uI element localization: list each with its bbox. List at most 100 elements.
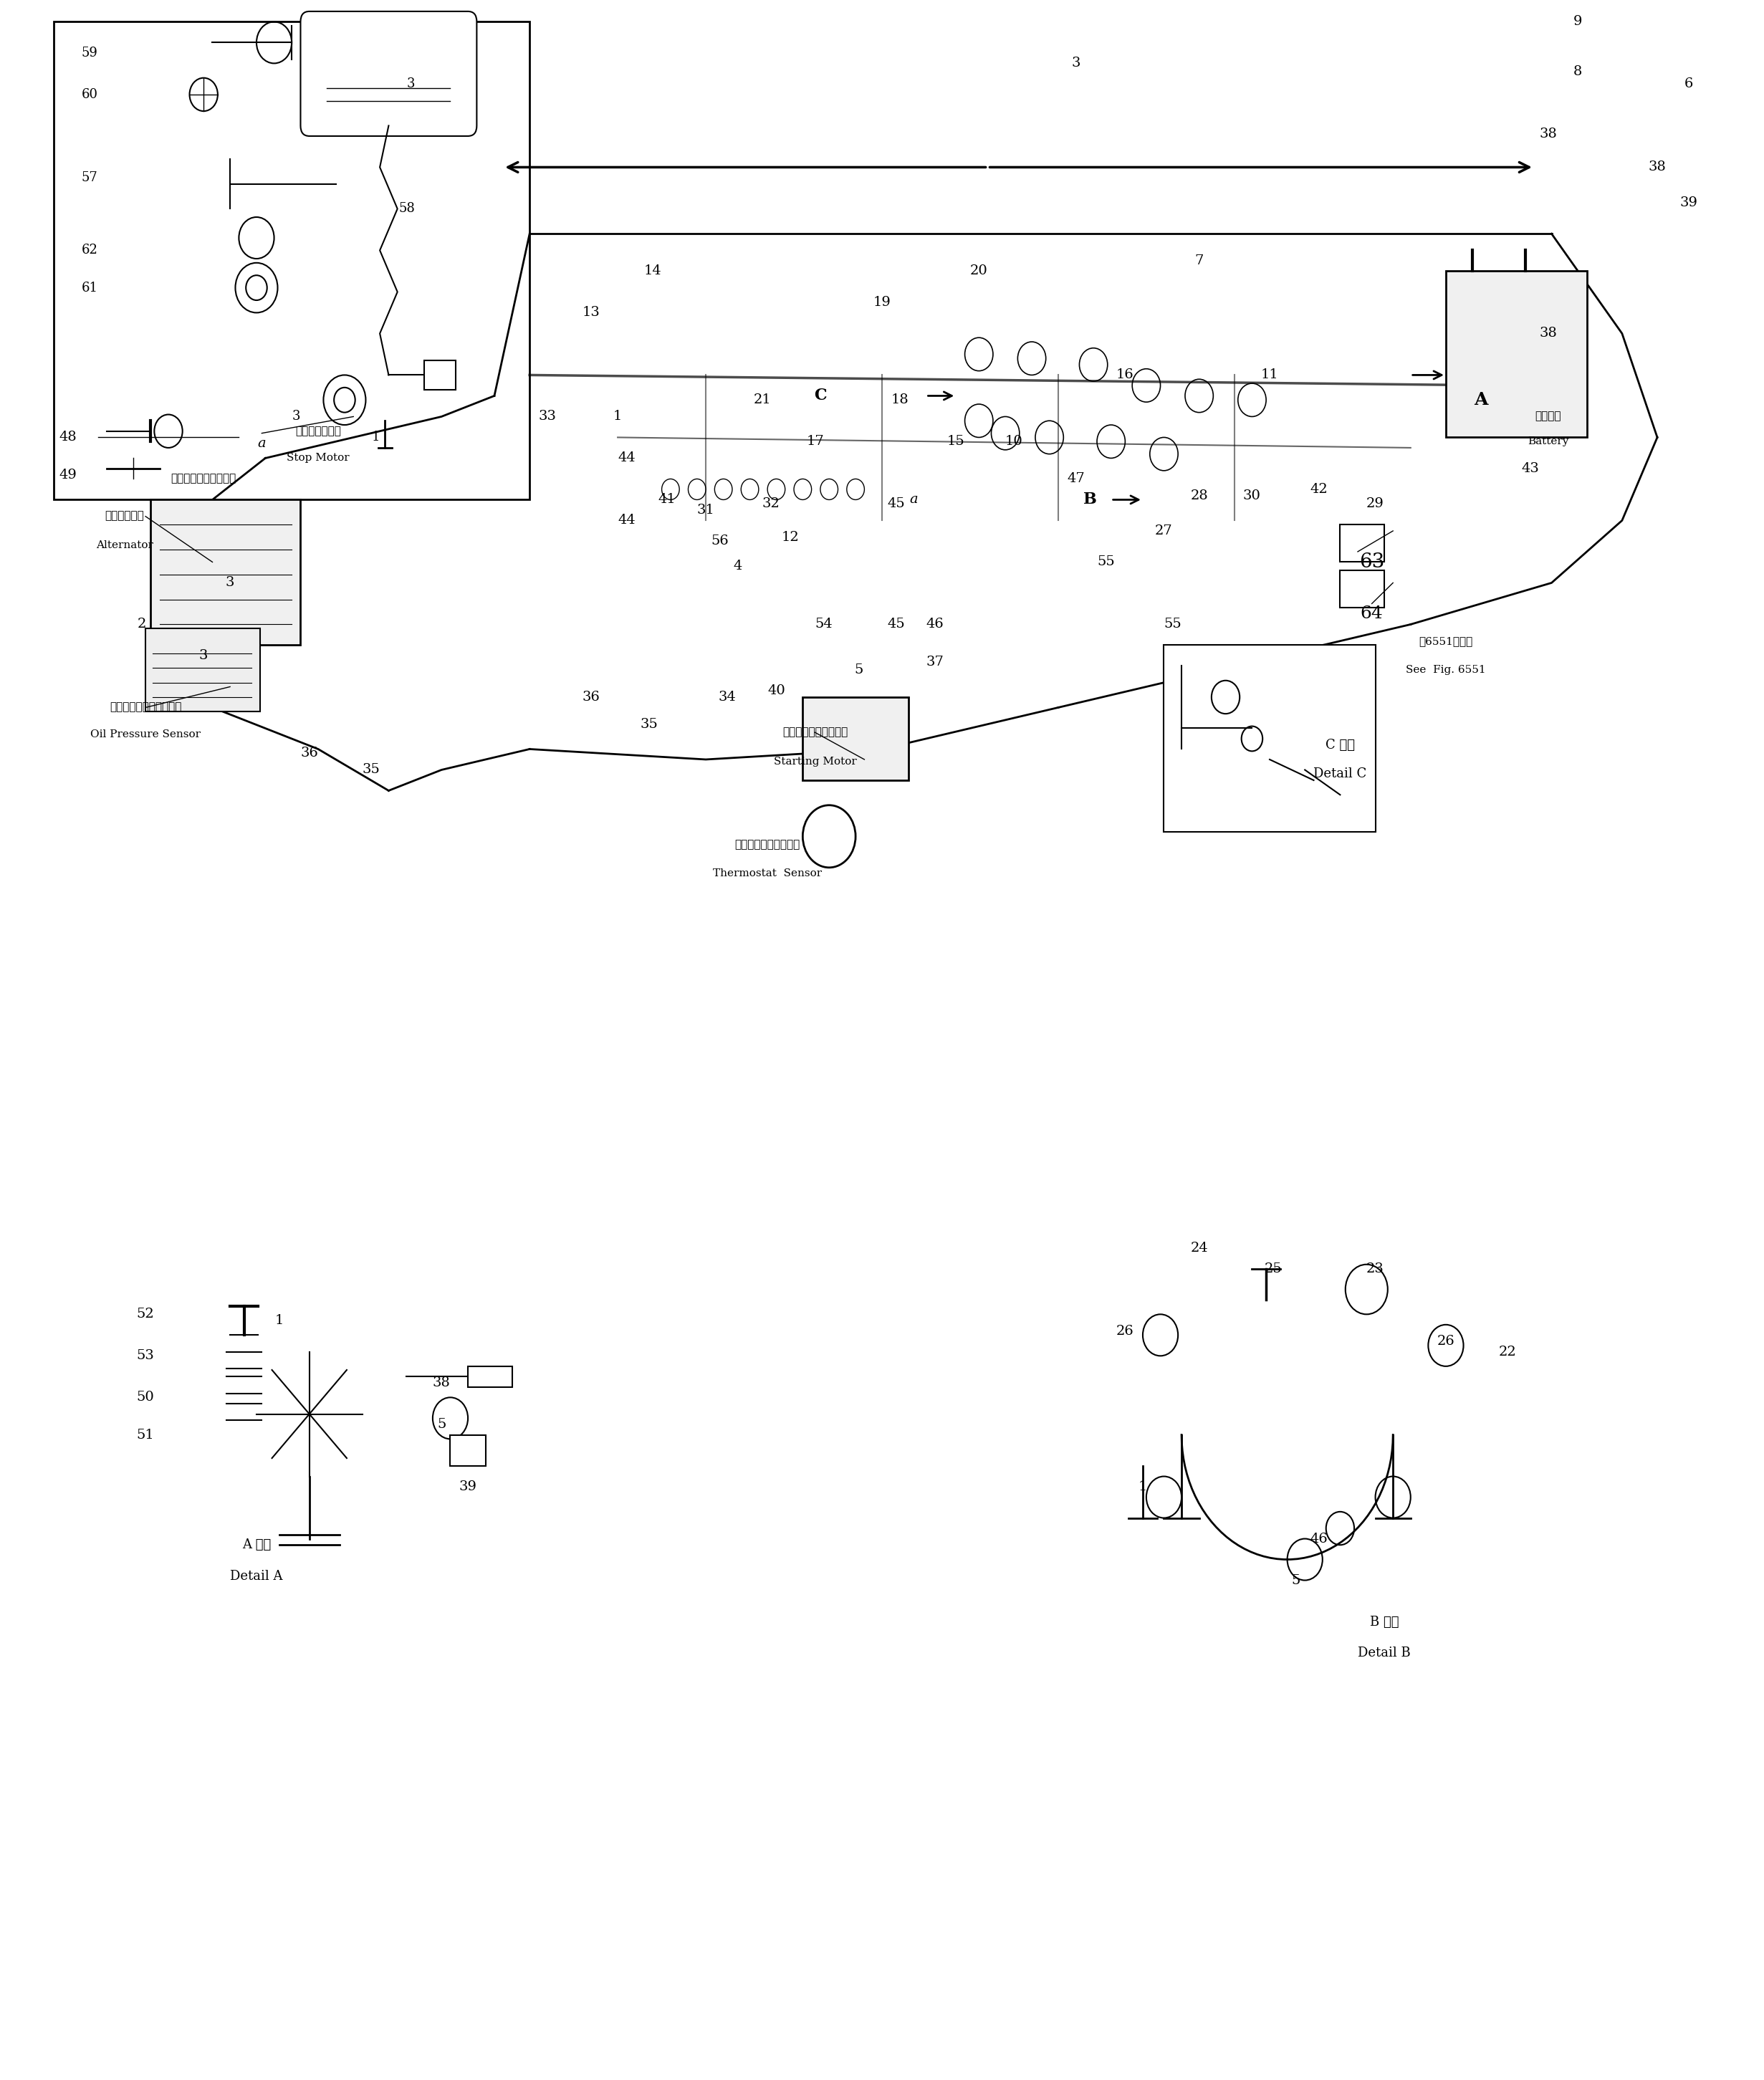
Text: 38: 38 [1540, 127, 1558, 141]
Text: A 詳細: A 詳細 [242, 1539, 272, 1552]
Text: 1: 1 [275, 1315, 284, 1327]
Bar [423, 360, 455, 389]
Bar [1341, 524, 1385, 562]
Text: 3: 3 [199, 649, 208, 661]
Text: 15: 15 [947, 435, 965, 447]
Text: 41: 41 [658, 493, 676, 505]
Text: 7: 7 [1194, 254, 1203, 266]
Text: 36: 36 [582, 691, 600, 703]
Text: Battery: Battery [1528, 437, 1568, 447]
Text: 21: 21 [753, 393, 771, 406]
Text: B: B [1083, 491, 1097, 508]
Bar [450, 1435, 485, 1466]
Text: 46: 46 [926, 618, 944, 630]
Text: 47: 47 [1067, 472, 1085, 485]
Text: 2: 2 [138, 618, 146, 630]
Text: 23: 23 [1367, 1263, 1385, 1275]
Text: 38: 38 [1540, 327, 1558, 339]
Text: For  Canvas  Canopy: For Canvas Canopy [152, 501, 256, 512]
Text: 30: 30 [1244, 489, 1261, 501]
Text: 46: 46 [1311, 1533, 1328, 1545]
Text: C: C [813, 389, 827, 404]
Text: Oil Pressure Sensor: Oil Pressure Sensor [90, 730, 201, 740]
Text: 39: 39 [459, 1481, 476, 1493]
Text: 18: 18 [891, 393, 908, 406]
Text: 54: 54 [815, 618, 833, 630]
Text: 4: 4 [734, 560, 743, 572]
Text: 38: 38 [432, 1377, 450, 1389]
Text: 61: 61 [81, 281, 99, 293]
Text: 29: 29 [1367, 497, 1385, 510]
Text: Detail A: Detail A [229, 1570, 282, 1583]
Text: Detail B: Detail B [1358, 1647, 1411, 1660]
Text: オルタネータ: オルタネータ [104, 512, 145, 522]
Text: A: A [1475, 391, 1489, 408]
Text: 64: 64 [1360, 605, 1383, 622]
Text: 32: 32 [762, 497, 780, 510]
Text: バッテリ: バッテリ [1535, 412, 1561, 422]
Text: 3: 3 [226, 576, 235, 589]
Text: 40: 40 [767, 684, 785, 697]
Text: 27: 27 [1155, 524, 1173, 537]
Text: 13: 13 [582, 306, 600, 318]
Text: 5: 5 [1291, 1575, 1300, 1587]
Bar [1164, 645, 1376, 832]
Bar [145, 628, 259, 711]
Text: 1: 1 [1138, 1481, 1147, 1493]
Text: 60: 60 [81, 87, 99, 102]
Text: スターティングモータ: スターティングモータ [783, 728, 848, 738]
Text: 52: 52 [136, 1308, 153, 1321]
Text: 44: 44 [617, 451, 635, 464]
Bar [150, 499, 300, 645]
Text: 17: 17 [806, 435, 824, 447]
Text: ストップモータ: ストップモータ [295, 426, 340, 437]
Text: 25: 25 [1265, 1263, 1282, 1275]
Text: 16: 16 [1117, 368, 1134, 381]
Text: See  Fig. 6551: See Fig. 6551 [1406, 666, 1485, 676]
Text: 38: 38 [1648, 160, 1667, 175]
Text: 42: 42 [1311, 483, 1328, 495]
Bar [55, 21, 529, 499]
Bar [467, 1367, 512, 1387]
Text: 10: 10 [1005, 435, 1023, 447]
Text: 22: 22 [1499, 1346, 1517, 1358]
Text: 36: 36 [300, 747, 318, 759]
Text: 57: 57 [81, 171, 99, 183]
Text: B 詳細: B 詳細 [1369, 1616, 1399, 1629]
Text: 5: 5 [437, 1419, 446, 1431]
Text: C 詳細: C 詳細 [1325, 738, 1355, 751]
Text: Thermostat  Sensor: Thermostat Sensor [713, 869, 822, 878]
Text: 35: 35 [640, 718, 658, 730]
Text: 19: 19 [873, 295, 891, 308]
Text: 39: 39 [1679, 196, 1699, 208]
Text: 35: 35 [362, 763, 379, 776]
Text: 45: 45 [887, 497, 905, 510]
Text: 34: 34 [718, 691, 736, 703]
Text: 58: 58 [399, 202, 415, 214]
Bar [803, 697, 908, 780]
Text: 26: 26 [1117, 1325, 1134, 1337]
Text: キャンバスキャノビ用: キャンバスキャノビ用 [171, 474, 236, 485]
Text: 55: 55 [1164, 618, 1182, 630]
Text: 48: 48 [58, 431, 78, 443]
Text: a: a [910, 493, 917, 505]
Text: 3: 3 [293, 410, 300, 422]
Text: 44: 44 [617, 514, 635, 526]
Text: 1: 1 [372, 431, 379, 443]
Text: オイルプレッシャセンサ: オイルプレッシャセンサ [109, 703, 182, 713]
Text: 59: 59 [81, 46, 99, 60]
Text: 3: 3 [1071, 56, 1080, 71]
Text: 14: 14 [644, 264, 662, 277]
Bar [1446, 270, 1588, 437]
Text: 31: 31 [697, 503, 714, 516]
Text: 12: 12 [781, 530, 799, 543]
Text: 20: 20 [970, 264, 988, 277]
Text: 1: 1 [614, 410, 623, 422]
Text: Detail C: Detail C [1314, 768, 1367, 780]
Text: 55: 55 [1097, 555, 1115, 568]
Bar [1341, 570, 1385, 607]
Text: 33: 33 [538, 410, 556, 422]
Text: 37: 37 [926, 655, 944, 668]
Text: 50: 50 [136, 1392, 153, 1404]
Text: サーモスタットセンサ: サーモスタットセンサ [736, 840, 801, 851]
